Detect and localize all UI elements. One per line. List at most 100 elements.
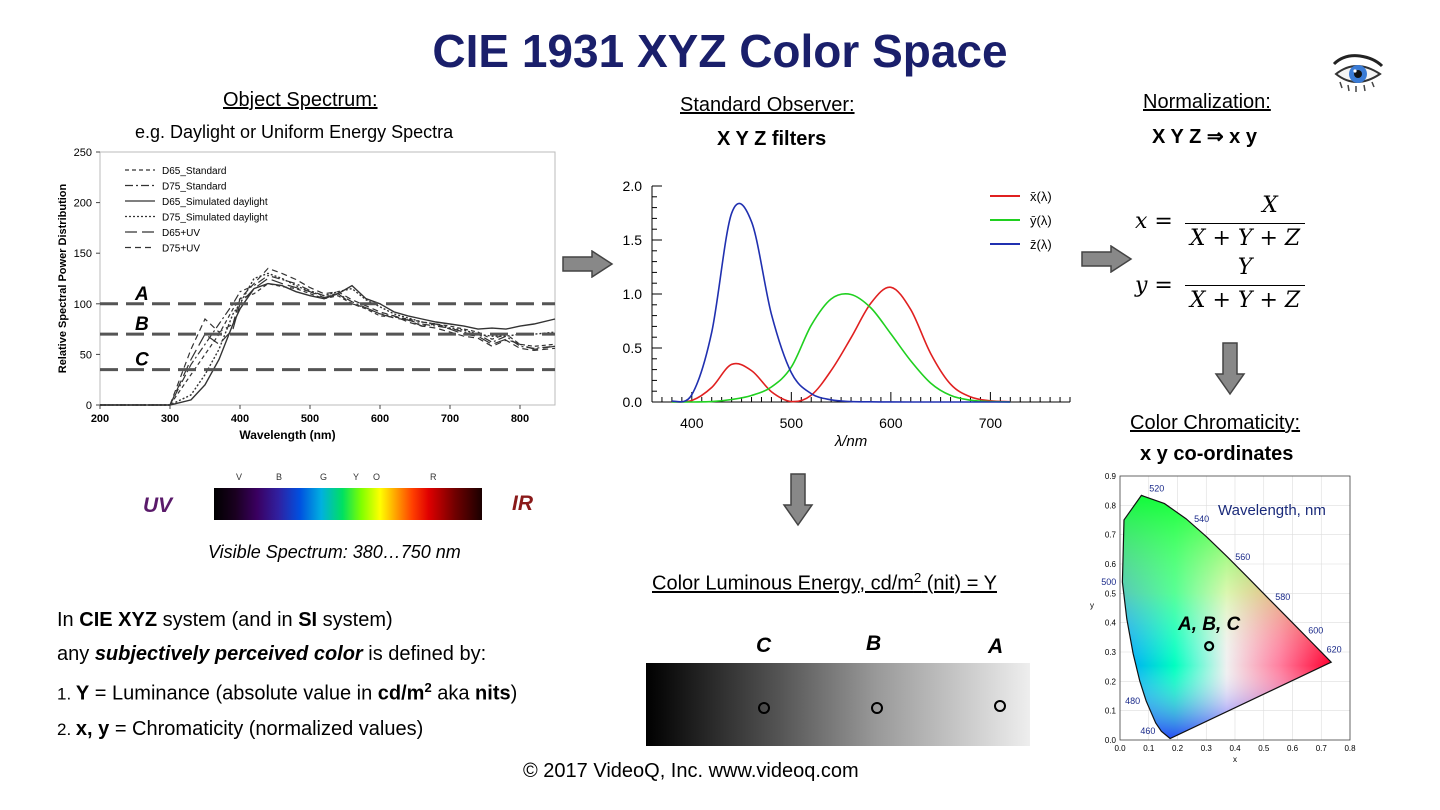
- wavelength-tick-label: 540: [1194, 514, 1209, 524]
- x-tick-label: 700: [441, 413, 459, 425]
- cie-diagram: 0.0 0.1 0.2 0.3 0.4 0.5 0.6 0.7 0.8 0.9 0.0 0.1 0.2 0…: [1090, 472, 1356, 763]
- spectrum-scale: V B G Y O R: [214, 468, 482, 489]
- legend-label: D75+UV: [162, 244, 200, 255]
- x-tick-label: 0.0: [1114, 744, 1126, 753]
- wavelength-tick-label: 520: [1149, 483, 1164, 493]
- legend-label: ȳ(λ): [1030, 213, 1052, 228]
- y-tick-label: 2.0: [623, 178, 643, 194]
- cmf-chart: 0.0 0.5 1.0 1.5 2.0 400 500 600 700 λ/nm x̄(λ) ȳ(λ)…: [623, 178, 1071, 450]
- wavelength-label: Wavelength, nm: [1218, 502, 1326, 519]
- page-title: CIE 1931 XYZ Color Space: [432, 25, 1008, 77]
- fraction-bar: [1185, 285, 1305, 286]
- band-label: R: [430, 472, 437, 482]
- description-line-2: any subjectively perceived color is defi…: [57, 637, 517, 671]
- y-tick-label: 1.5: [623, 232, 643, 248]
- spectral-locus: [1121, 494, 1333, 740]
- cmf-curve: [671, 286, 1011, 403]
- visible-spectrum: V B G Y O R: [214, 468, 482, 520]
- text-bold: cd/m: [377, 682, 425, 705]
- description-line-1: In CIE XYZ system (and in SI system): [57, 603, 517, 637]
- text: system (and in: [157, 609, 299, 631]
- arrow-right-icon: [1081, 245, 1133, 273]
- band-label: B: [276, 472, 283, 482]
- description: In CIE XYZ system (and in SI system) any…: [57, 603, 517, 747]
- description-line-4: 2. x, y = Chromaticity (normalized value…: [57, 712, 517, 747]
- normalization-subtitle: X Y Z ⇒ x y: [1152, 126, 1257, 148]
- point-label: A, B, C: [1177, 614, 1241, 635]
- series-line: [100, 274, 556, 406]
- formula-y-den: X + Y + Z: [1189, 288, 1301, 313]
- object-spectrum-subtitle: e.g. Daylight or Uniform Energy Spectra: [135, 122, 454, 142]
- wavelength-tick-label: 600: [1308, 626, 1323, 636]
- y-axis-label: Relative Spectral Power Distribution: [57, 183, 69, 373]
- y-tick-label: 0.9: [1105, 472, 1117, 481]
- cmf-curve: [671, 293, 1011, 403]
- formula-x-den: X + Y + Z: [1189, 226, 1301, 251]
- visible-spectrum-caption: Visible Spectrum: 380…750 nm: [208, 542, 461, 562]
- y-tick-label: 0.3: [1105, 648, 1117, 657]
- y-tick-label: 0.6: [1105, 560, 1117, 569]
- text-bold: nits: [475, 682, 511, 705]
- formula-x-num: X: [1262, 193, 1278, 218]
- luminance-point-b: [871, 702, 883, 714]
- y-tick-label: 0.2: [1105, 677, 1117, 686]
- y-tick-label: 1.0: [623, 286, 643, 302]
- eye-icon: [1330, 52, 1384, 96]
- x-tick-label: 400: [680, 415, 704, 431]
- luminous-heading: Color Luminous Energy, cd/m2 (nit) = Y: [652, 570, 997, 596]
- legend-label: D75_Standard: [162, 182, 227, 193]
- text: = Luminance (absolute value in: [89, 682, 378, 705]
- level-label: C: [135, 350, 149, 371]
- plot-area: [1119, 475, 1351, 741]
- x-tick-label: 0.1: [1143, 744, 1155, 753]
- x-axis-label: λ/nm: [834, 433, 867, 450]
- y-tick-label: 0.7: [1105, 531, 1117, 540]
- series-line: [100, 282, 556, 406]
- y-tick-label: 0.8: [1105, 501, 1117, 510]
- y-tick-label: 0.5: [1105, 589, 1117, 598]
- standard-observer-subtitle: X Y Z filters: [717, 128, 827, 150]
- luminance-label-b: B: [866, 632, 882, 655]
- plot-area: [99, 151, 556, 406]
- legend-label: x̄(λ): [1030, 189, 1052, 204]
- normalization-heading: Normalization:: [1143, 91, 1271, 113]
- y-tick-label: 100: [74, 299, 92, 311]
- formula-x-lhs: x =: [1135, 209, 1173, 234]
- text-bold: Y: [75, 682, 90, 705]
- level-label: A: [134, 284, 149, 305]
- luminous-heading-text: Color Luminous Energy, cd/m: [652, 572, 914, 595]
- luminance-gradient: [646, 663, 1030, 746]
- y-tick-label: 200: [74, 198, 92, 210]
- chromaticity-heading: Color Chromaticity:: [1130, 412, 1301, 434]
- text: ): [510, 682, 518, 705]
- cmf-curve: [671, 202, 1011, 403]
- white-point: [1204, 641, 1215, 652]
- text-bold: x, y: [75, 717, 110, 740]
- series-line: [100, 272, 556, 406]
- x-tick-label: 0.3: [1201, 744, 1213, 753]
- uv-label: UV: [143, 494, 173, 517]
- series-line: [100, 282, 556, 406]
- arrow-right-icon: [562, 250, 614, 278]
- object-spectrum-heading: Object Spectrum:: [223, 89, 378, 111]
- x-tick-label: 500: [780, 415, 804, 431]
- series-line: [100, 267, 556, 406]
- wavelength-tick-label: 620: [1327, 645, 1342, 655]
- x-tick-label: 0.6: [1287, 744, 1299, 753]
- formula-x: x = X X + Y + Z: [1135, 193, 1315, 251]
- text-bold: CIE XYZ: [79, 609, 158, 631]
- text: any: [57, 643, 95, 665]
- legend-label: D65_Simulated daylight: [162, 197, 268, 208]
- band-label: Y: [353, 472, 360, 482]
- text: = Chromaticity (normalized values): [109, 717, 424, 740]
- y-tick-label: 50: [80, 349, 92, 361]
- x-tick-label: 300: [161, 413, 179, 425]
- band-label: G: [320, 472, 328, 482]
- luminous-heading-sup: 2: [913, 570, 922, 585]
- y-tick-label: 250: [74, 147, 92, 159]
- y-tick-label: 0.0: [1105, 736, 1117, 745]
- spectrum-bar: [214, 488, 482, 520]
- luminance-label-a: A: [988, 635, 1004, 658]
- legend-label: D75_Simulated daylight: [162, 213, 268, 224]
- band-label: V: [236, 472, 243, 482]
